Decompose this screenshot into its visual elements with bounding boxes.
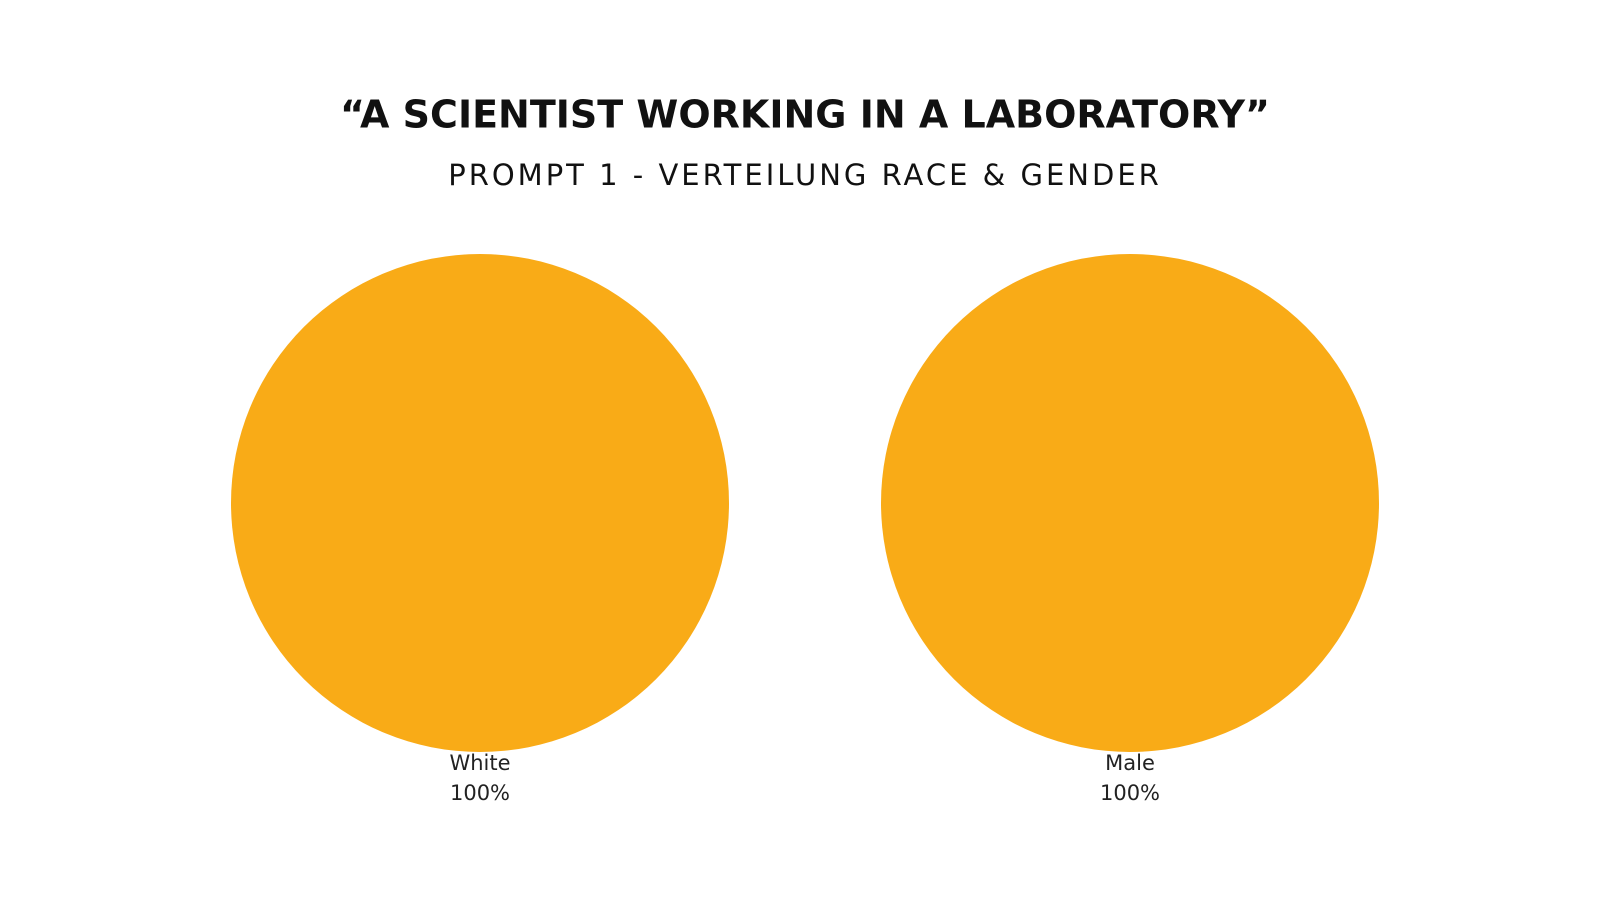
subtitle: PROMPT 1 - VERTEILUNG RACE & GENDER <box>448 158 1162 192</box>
slice-label: White <box>449 751 510 775</box>
pie-slice <box>881 254 1379 752</box>
slice-value-label: 100% <box>1100 781 1160 805</box>
title: “A SCIENTIST WORKING IN A LABORATORY” <box>340 93 1270 137</box>
slice-value-label: 100% <box>450 781 510 805</box>
pie-slice <box>231 254 729 752</box>
slice-label: Male <box>1105 751 1155 775</box>
